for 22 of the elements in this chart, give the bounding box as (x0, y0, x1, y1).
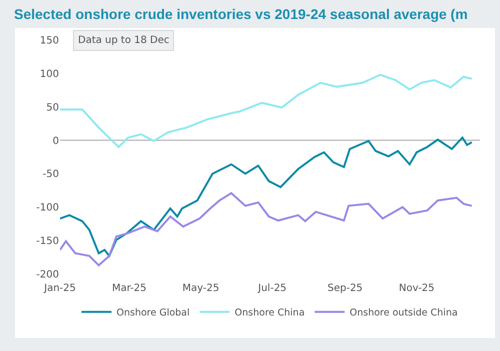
legend-label: Onshore outside China (350, 308, 458, 319)
line-series (60, 192, 473, 266)
x-tick-label: Nov-25 (398, 283, 434, 294)
x-tick-label: Jul-25 (257, 283, 287, 294)
y-tick-label: 150 (40, 36, 59, 46)
y-tick-label: -100 (36, 202, 59, 214)
line-series (60, 74, 473, 148)
x-tick-label: Jan-25 (43, 283, 76, 294)
x-tick-label: Sep-25 (327, 283, 363, 294)
y-tick-label: -200 (36, 270, 59, 280)
x-tick-label: May-25 (182, 283, 220, 294)
legend-label: Onshore Global (116, 308, 190, 319)
y-tick-label: -150 (36, 236, 59, 248)
annotation: Data up to 18 Dec (78, 35, 170, 46)
y-tick-label: 100 (40, 68, 59, 80)
y-tick-label: 0 (52, 136, 59, 147)
line-series (60, 136, 473, 257)
y-tick-label: 50 (46, 102, 59, 114)
chart-title: Selected onshore crude inventories vs 2019-24 seasonal average (m (14, 6, 468, 22)
x-tick-label: Mar-25 (112, 283, 146, 294)
y-tick-label: -50 (42, 169, 59, 180)
legend-label: Onshore China (234, 308, 305, 319)
